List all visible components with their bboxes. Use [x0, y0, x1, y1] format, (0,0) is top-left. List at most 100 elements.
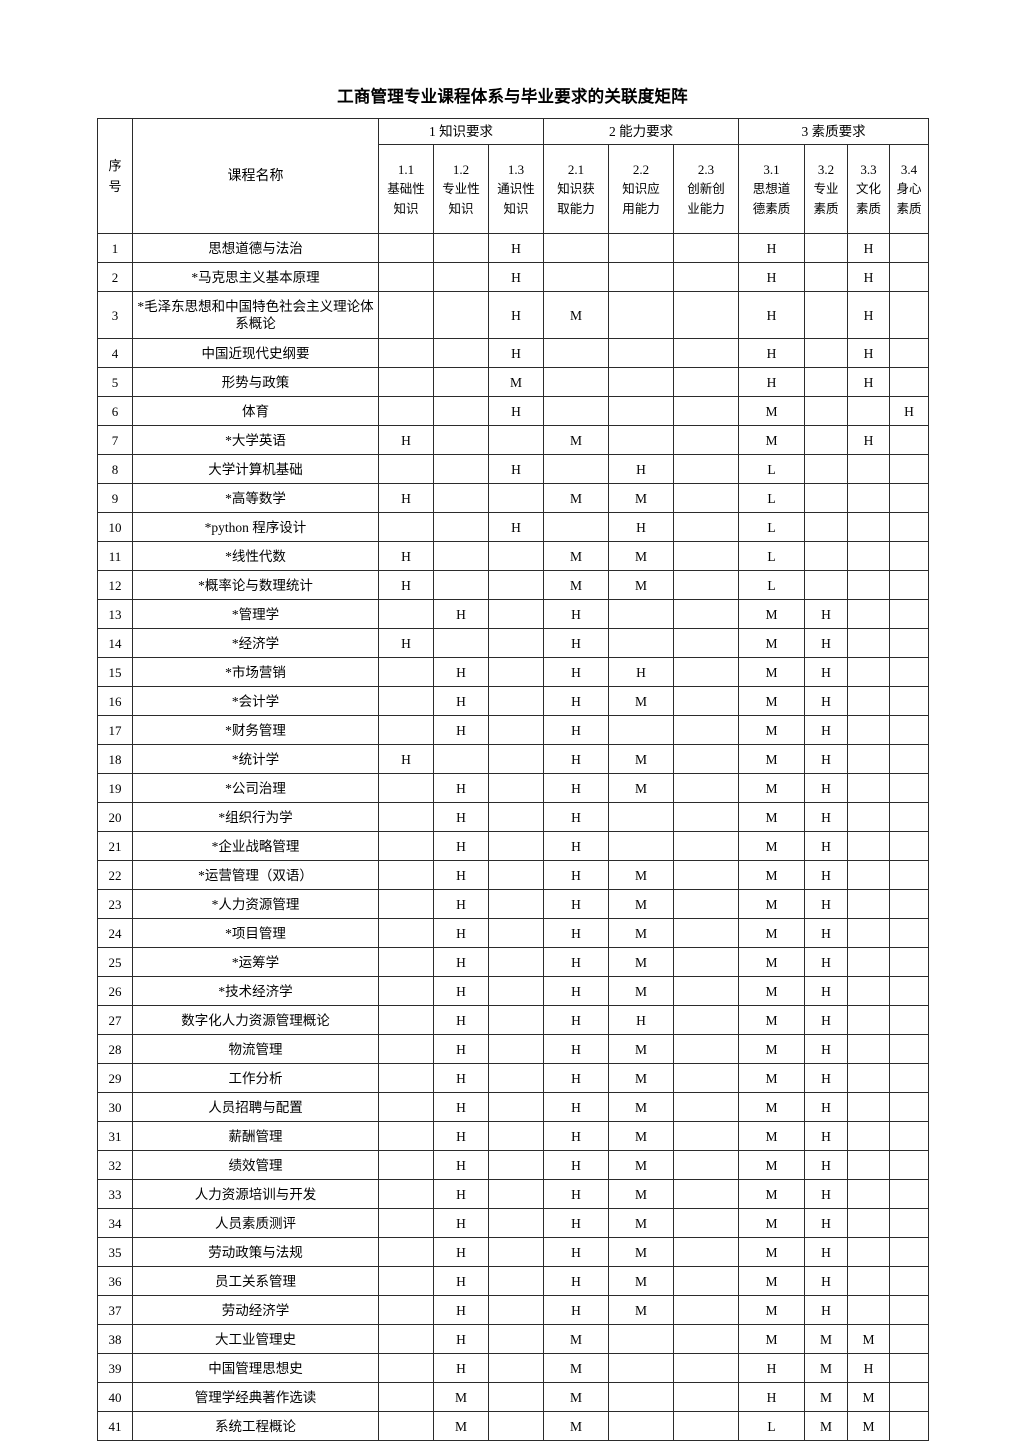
- mark-cell-3-3: [847, 715, 891, 745]
- mark-cell-3-4: [889, 454, 930, 484]
- mark-cell-2-2: M: [608, 1121, 675, 1151]
- mark-cell-1-1: [378, 291, 434, 339]
- mark-cell-3-1: L: [738, 483, 806, 513]
- mark-cell-1-3: [487, 1237, 545, 1267]
- mark-cell-1-3: [487, 947, 545, 977]
- mark-cell-3-2: H: [804, 715, 849, 745]
- course-name-cell: 绩效管理: [132, 1150, 379, 1180]
- mark-cell-1-3: [487, 599, 545, 629]
- mark-cell-2-3: [673, 802, 740, 832]
- course-name-cell: *运筹学: [132, 947, 379, 977]
- mark-cell-3-4: [889, 262, 930, 292]
- mark-cell-2-3: [673, 1179, 740, 1209]
- mark-cell-3-2: H: [804, 1295, 849, 1325]
- mark-cell-1-2: [433, 744, 489, 774]
- row-index: 33: [97, 1179, 133, 1209]
- mark-cell-3-4: [889, 1266, 930, 1296]
- mark-cell-2-2: [608, 628, 675, 658]
- mark-cell-3-4: [889, 1092, 930, 1122]
- course-name-cell: 物流管理: [132, 1034, 379, 1064]
- mark-cell-2-2: [608, 1411, 675, 1441]
- sub-header-row: 1.1 基础性 知识 1.2 专业性 知识 1.3 通识性 知识 2.1 知识获: [98, 144, 930, 234]
- mark-cell-2-2: M: [608, 686, 675, 716]
- mark-cell-2-2: [608, 599, 675, 629]
- mark-cell-3-4: [889, 512, 930, 542]
- mark-cell-1-2: H: [433, 599, 489, 629]
- mark-cell-3-1: M: [738, 831, 806, 861]
- mark-cell-3-3: [847, 744, 891, 774]
- mark-cell-3-4: [889, 918, 930, 948]
- mark-cell-3-2: H: [804, 1005, 849, 1035]
- mark-cell-3-3: H: [847, 1353, 891, 1383]
- sub-header-line1: 基础性: [387, 181, 425, 196]
- mark-cell-3-4: [889, 1150, 930, 1180]
- mark-cell-2-1: H: [543, 686, 610, 716]
- mark-cell-1-1: [378, 1121, 434, 1151]
- mark-cell-3-4: [889, 773, 930, 803]
- mark-cell-2-3: [673, 889, 740, 919]
- course-name-cell: 人员招聘与配置: [132, 1092, 379, 1122]
- row-index: 17: [97, 715, 133, 745]
- mark-cell-1-3: [487, 1411, 545, 1441]
- mark-cell-2-1: M: [543, 570, 610, 600]
- row-index: 1: [97, 233, 133, 263]
- mark-cell-3-3: [847, 918, 891, 948]
- mark-cell-2-1: H: [543, 1208, 610, 1238]
- row-index: 28: [97, 1034, 133, 1064]
- mark-cell-1-2: M: [433, 1411, 489, 1441]
- mark-cell-1-1: H: [378, 744, 434, 774]
- mark-cell-3-1: M: [738, 1034, 806, 1064]
- course-name-cell: *概率论与数理统计: [132, 570, 379, 600]
- mark-cell-1-2: H: [433, 657, 489, 687]
- mark-cell-2-2: [608, 715, 675, 745]
- mark-cell-2-1: H: [543, 1092, 610, 1122]
- course-name-cell: 劳动政策与法规: [132, 1237, 379, 1267]
- mark-cell-2-1: M: [543, 483, 610, 513]
- mark-cell-2-3: [673, 715, 740, 745]
- sub-header-line1: 知识获: [557, 181, 595, 196]
- mark-cell-2-2: M: [608, 1295, 675, 1325]
- sub-header-line1: 专业性: [442, 181, 480, 196]
- course-name-cell: *马克思主义基本原理: [132, 262, 379, 292]
- mark-cell-2-2: [608, 1382, 675, 1412]
- mark-cell-3-1: M: [738, 1092, 806, 1122]
- mark-cell-2-2: M: [608, 483, 675, 513]
- mark-cell-2-1: H: [543, 1179, 610, 1209]
- mark-cell-1-3: [487, 1324, 545, 1354]
- mark-cell-1-3: [487, 1121, 545, 1151]
- mark-cell-2-2: M: [608, 1150, 675, 1180]
- mark-cell-3-2: H: [804, 657, 849, 687]
- sub-header-3-2: 3.2 专业 素质: [804, 144, 849, 234]
- sub-header-num: 2.1: [567, 161, 585, 177]
- mark-cell-3-3: H: [847, 425, 891, 455]
- mark-cell-1-1: H: [378, 570, 434, 600]
- mark-cell-2-2: H: [608, 512, 675, 542]
- mark-cell-2-1: [543, 454, 610, 484]
- row-index: 8: [97, 454, 133, 484]
- mark-cell-2-1: M: [543, 425, 610, 455]
- mark-cell-3-3: [847, 628, 891, 658]
- table-row: 13 *管理学 H H M H: [97, 599, 930, 629]
- mark-cell-2-3: [673, 425, 740, 455]
- row-index: 13: [97, 599, 133, 629]
- header-index: 序 号: [97, 118, 133, 234]
- mark-cell-2-1: H: [543, 773, 610, 803]
- mark-cell-3-4: [889, 338, 930, 368]
- table-row: 6 体育 H M H: [97, 396, 930, 426]
- mark-cell-3-2: H: [804, 599, 849, 629]
- mark-cell-3-1: L: [738, 512, 806, 542]
- mark-cell-1-1: H: [378, 541, 434, 571]
- mark-cell-3-4: [889, 860, 930, 890]
- sub-header-line1: 文化: [856, 181, 882, 196]
- mark-cell-3-3: [847, 773, 891, 803]
- row-index: 12: [97, 570, 133, 600]
- mark-cell-3-1: M: [738, 657, 806, 687]
- sub-header-line2: 知识: [393, 201, 419, 216]
- mark-cell-1-2: [433, 367, 489, 397]
- mark-cell-2-2: M: [608, 1266, 675, 1296]
- mark-cell-3-2: M: [804, 1382, 849, 1412]
- course-name-cell: *市场营销: [132, 657, 379, 687]
- mark-cell-2-1: [543, 367, 610, 397]
- mark-cell-1-2: H: [433, 1092, 489, 1122]
- mark-cell-3-2: H: [804, 918, 849, 948]
